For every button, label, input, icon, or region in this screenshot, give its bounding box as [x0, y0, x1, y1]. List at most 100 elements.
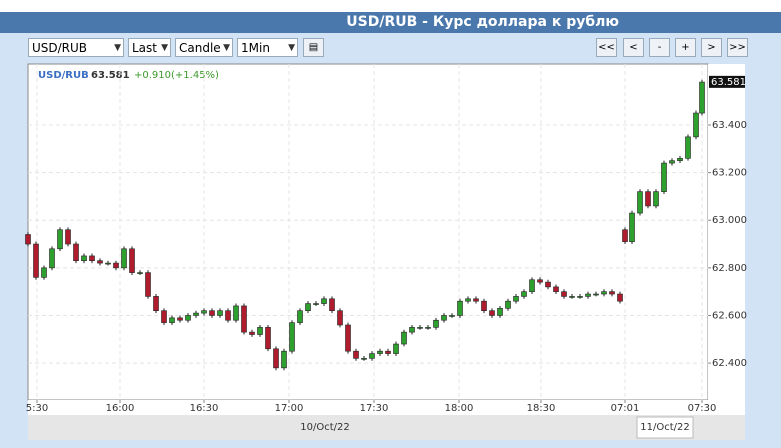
- date-bar: [28, 415, 745, 440]
- candle-body: [361, 358, 367, 360]
- price-select[interactable]: Last: [128, 38, 171, 58]
- y-tick-label: 63.000: [712, 215, 747, 226]
- candle-body: [433, 319, 439, 328]
- candle-body: [233, 305, 239, 321]
- candle-body: [353, 350, 359, 359]
- x-tick-label: 17:30: [360, 403, 389, 414]
- candle-body: [545, 281, 551, 288]
- candle-body: [693, 112, 699, 138]
- candle-body: [409, 327, 415, 333]
- candle-body: [33, 243, 39, 278]
- candle-body: [329, 298, 335, 312]
- candle-body: [161, 310, 167, 323]
- nav-button[interactable]: +: [675, 38, 696, 57]
- candle-body: [337, 310, 343, 326]
- candle-body: [401, 331, 407, 345]
- candle-body: [601, 291, 607, 295]
- candle-body: [449, 315, 455, 317]
- interval-select[interactable]: 1Min: [237, 38, 298, 58]
- candle-body: [193, 312, 199, 316]
- candle-body: [169, 317, 175, 323]
- candle-body: [629, 212, 635, 242]
- candle-body: [473, 298, 479, 302]
- candle-body: [185, 315, 191, 321]
- last-price-label: 63.581: [711, 77, 746, 88]
- x-tick-label: 18:00: [445, 403, 474, 414]
- candle-body: [81, 255, 87, 261]
- nav-button[interactable]: <: [623, 38, 644, 57]
- candle-body: [89, 255, 95, 261]
- candle-body: [457, 300, 463, 316]
- candle-body: [497, 308, 503, 316]
- candle-body: [425, 327, 431, 329]
- candle-body: [369, 353, 375, 359]
- x-tick-label: 07:01: [611, 403, 640, 414]
- x-tick-label: 5:30: [26, 403, 48, 414]
- candle-body: [577, 296, 583, 298]
- x-tick-label: 16:00: [106, 403, 135, 414]
- candle-body: [257, 327, 263, 335]
- nav-button[interactable]: >>: [727, 38, 748, 57]
- y-tick-label: 62.400: [712, 358, 747, 369]
- candle-body: [685, 136, 691, 159]
- y-tick-label: 63.200: [712, 168, 747, 179]
- candle-body: [313, 303, 319, 305]
- candle-body: [25, 234, 31, 245]
- candle-body: [113, 262, 119, 269]
- candle-body: [121, 248, 127, 269]
- nav-button[interactable]: >: [701, 38, 722, 57]
- type-select[interactable]: Candle: [175, 38, 233, 58]
- candle-body: [609, 291, 615, 295]
- candle-body: [201, 310, 207, 314]
- candle-body: [177, 317, 183, 321]
- candle-body: [393, 343, 399, 354]
- candle-body: [645, 191, 651, 207]
- candle-body: [145, 272, 151, 297]
- candle-body: [489, 310, 495, 316]
- candle-body: [345, 324, 351, 352]
- candle-body: [593, 293, 599, 296]
- candle-body: [321, 298, 327, 304]
- candle-body: [217, 310, 223, 316]
- candle-body: [417, 327, 423, 329]
- date-label: 10/Oct/22: [300, 422, 349, 433]
- candle-body: [481, 300, 487, 312]
- x-tick-label: 17:00: [275, 403, 304, 414]
- candle-body: [653, 191, 659, 207]
- candle-body: [305, 303, 311, 312]
- title-bar: USD/RUB - Курс доллара к рублю: [0, 12, 781, 33]
- table-button[interactable]: ▤: [303, 38, 324, 57]
- nav-button[interactable]: <<: [596, 38, 617, 57]
- candle-body: [661, 162, 667, 192]
- candle-body: [529, 279, 535, 292]
- candle-body: [385, 350, 391, 354]
- y-tick-label: 62.800: [712, 263, 747, 274]
- candle-body: [289, 322, 295, 352]
- y-axis-area: [708, 64, 745, 415]
- candle-body: [129, 248, 135, 273]
- candle-body: [65, 229, 71, 245]
- candle-body: [569, 296, 575, 298]
- y-tick-label: 63.400: [712, 120, 747, 131]
- symbol-select[interactable]: USD/RUB: [28, 38, 124, 58]
- candle-body: [225, 310, 231, 321]
- candle-body: [699, 81, 705, 114]
- candle-body: [669, 160, 675, 164]
- candle-body: [617, 293, 623, 302]
- candle-body: [297, 310, 303, 323]
- candle-body: [73, 243, 79, 261]
- candle-body: [281, 350, 287, 369]
- y-tick-label: 62.600: [712, 310, 747, 321]
- nav-button[interactable]: -: [649, 38, 670, 57]
- candle-body: [273, 348, 279, 369]
- legend-symbol: USD/RUB: [38, 70, 89, 81]
- candle-body: [209, 310, 215, 316]
- candle-body: [441, 315, 447, 321]
- date-label: 11/Oct/22: [640, 422, 689, 433]
- legend-change: +0.910(+1.45%): [134, 70, 219, 81]
- candle-body: [57, 229, 63, 250]
- candle-body: [377, 350, 383, 354]
- candle-body: [97, 260, 103, 264]
- candle-body: [465, 298, 471, 302]
